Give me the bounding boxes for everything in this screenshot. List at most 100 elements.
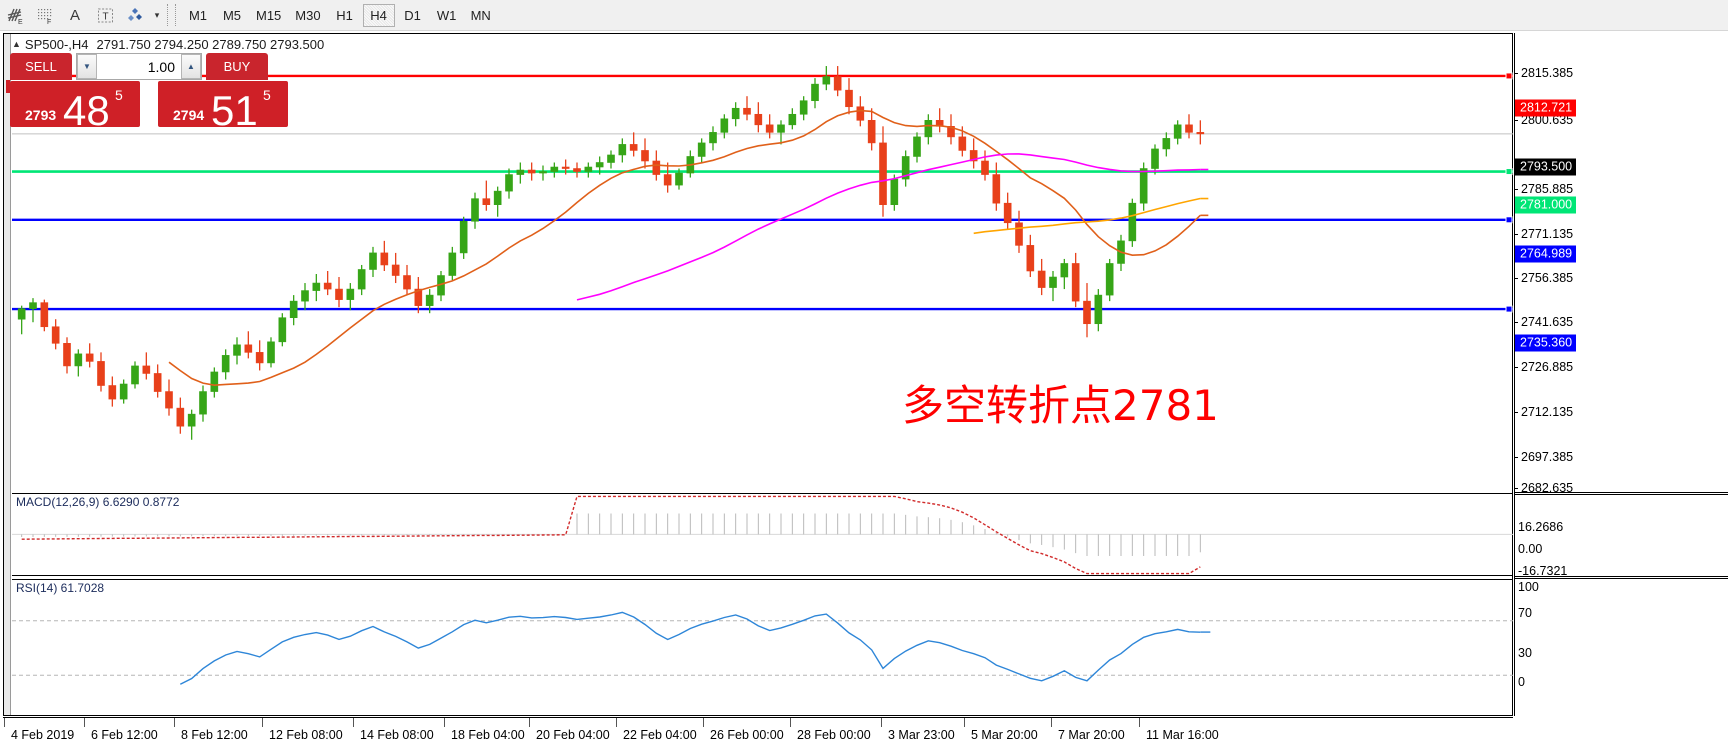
svg-text:F: F	[47, 19, 51, 25]
price-pane[interactable]	[12, 54, 1513, 491]
buy-price-fraction: 5	[263, 87, 271, 103]
timeframe-mn-button[interactable]: MN	[470, 7, 491, 23]
price-tick-label: 2697.385	[1521, 450, 1574, 464]
time-axis-label-text: 5 Mar 20:00	[971, 728, 1038, 742]
buy-price-display[interactable]: 2794 51 5	[158, 81, 288, 132]
price-tick-label: 2682.635	[1521, 481, 1574, 495]
pivot-level-tag[interactable]: 2781.000	[1515, 196, 1577, 214]
time-axis-label-text: 8 Feb 12:00	[181, 728, 248, 742]
sell-price-integer: 2793	[25, 107, 57, 123]
volume-increase-button[interactable]: ▲	[181, 54, 201, 79]
objects-icon[interactable]	[120, 1, 150, 30]
time-axis-label-text: 3 Mar 23:00	[888, 728, 955, 742]
macd-tick: -16.7321	[1514, 564, 1567, 578]
time-axis-label-text: 18 Feb 04:00	[451, 728, 525, 742]
last-price-tag[interactable]: 2793.500	[1515, 158, 1577, 176]
rsi-tick-label: 0	[1518, 675, 1525, 689]
macd-tick-label: 0.00	[1518, 542, 1543, 556]
sell-price-display[interactable]: 2793 48 5	[10, 81, 140, 132]
macd-tick-label: -16.7321	[1518, 564, 1568, 578]
objects-dropdown-arrow-icon[interactable]: ▾	[154, 9, 160, 20]
time-axis-label: 28 Feb 00:00	[790, 718, 871, 742]
time-axis-label: 3 Mar 23:00	[881, 718, 955, 742]
timeframe-h4-button[interactable]: H4	[362, 3, 395, 27]
symbol-info-bar: ▲ SP500-,H4 2791.750 2794.250 2789.750 2…	[12, 35, 324, 53]
price-tick-label: 2741.635	[1521, 315, 1574, 329]
support-level-1-tag[interactable]: 2764.989	[1515, 245, 1577, 263]
chart-annotation-text[interactable]: 多空转折点2781	[902, 381, 1219, 430]
price-scale[interactable]: 2815.385 2800.635 2785.885 2771.135 2756.385…	[1514, 33, 1728, 716]
time-axis-label: 8 Feb 12:00	[174, 718, 248, 742]
rsi-tick: 0	[1514, 675, 1525, 689]
time-axis-label: 22 Feb 04:00	[616, 718, 697, 742]
ohlc-quotes: 2791.750 2794.250 2789.750 2793.500	[96, 36, 325, 52]
time-axis[interactable]: 4 Feb 2019 6 Feb 12:00 8 Feb 12:00 12 Feb 0…	[3, 717, 1513, 752]
toolbar-divider	[167, 4, 176, 26]
indicators-icon[interactable]: E	[0, 1, 30, 30]
timeframe-m5-button[interactable]: M5	[222, 7, 242, 23]
timeframe-group: M1 M5 M15 M30 H1 H4 D1 W1 MN	[181, 3, 498, 27]
timeframe-m1-button[interactable]: M1	[188, 7, 208, 23]
price-tick-label: 2815.385	[1521, 66, 1574, 80]
chart-window[interactable]: ▲ SP500-,H4 2791.750 2794.250 2789.750 2…	[3, 33, 1513, 716]
price-tick: 2800.635	[1514, 113, 1573, 127]
volume-decrease-button[interactable]: ▼	[77, 54, 97, 79]
time-axis-label: 5 Mar 20:00	[964, 718, 1038, 742]
price-tick-label: 2785.885	[1521, 182, 1574, 196]
timeframe-m15-button[interactable]: M15	[256, 7, 282, 23]
rsi-tick-label: 100	[1518, 580, 1539, 594]
scale-separator-2b	[1514, 578, 1728, 579]
time-axis-label-text: 11 Mar 16:00	[1146, 728, 1219, 742]
time-axis-label-text: 22 Feb 04:00	[623, 728, 697, 742]
collapse-triangle-icon[interactable]: ▲	[12, 39, 21, 49]
one-click-trade-panel[interactable]: SELL ▼ 1.00 ▲ BUY 2793 48 5 2794 51 5	[6, 53, 288, 132]
timeframe-w1-button[interactable]: W1	[436, 7, 457, 23]
volume-input[interactable]: 1.00	[147, 58, 175, 75]
time-axis-label: 26 Feb 00:00	[703, 718, 784, 742]
timeframe-m30-button[interactable]: M30	[295, 7, 321, 23]
chart-left-margin	[4, 34, 11, 715]
macd-tick-label: 16.2686	[1518, 520, 1564, 534]
time-axis-label: 11 Mar 16:00	[1139, 718, 1219, 742]
scale-separator-1	[1514, 492, 1728, 493]
time-axis-label-text: 4 Feb 2019	[11, 728, 75, 742]
rsi-chart-svg	[12, 611, 1513, 685]
buy-price-integer: 2794	[173, 107, 205, 123]
time-axis-label-text: 7 Mar 20:00	[1058, 728, 1125, 742]
resistance-level-tag[interactable]: 2812.721	[1515, 99, 1577, 117]
support-level-2-tag[interactable]: 2735.360	[1515, 334, 1577, 352]
macd-pane[interactable]: MACD(12,26,9) 6.6290 0.8772	[12, 493, 1513, 576]
price-tick: 2785.885	[1514, 182, 1573, 196]
volume-stepper[interactable]: ▼ 1.00 ▲	[76, 53, 202, 80]
time-axis-label-text: 14 Feb 08:00	[360, 728, 434, 742]
price-tick: 2712.135	[1514, 405, 1573, 419]
buy-button[interactable]: BUY	[206, 53, 268, 80]
rsi-tick-label: 30	[1518, 646, 1532, 660]
sell-button[interactable]: SELL	[10, 53, 72, 80]
sell-price-fraction: 5	[115, 87, 123, 103]
time-axis-label: 6 Feb 12:00	[84, 718, 158, 742]
rsi-label: RSI(14) 61.7028	[16, 581, 105, 595]
trade-panel-tick-marker	[6, 80, 10, 93]
price-axis-line	[1514, 33, 1515, 716]
price-chart-svg	[12, 66, 1513, 440]
price-tick: 2815.385	[1514, 66, 1573, 80]
grid-icon[interactable]: F	[30, 1, 60, 30]
time-axis-label: 14 Feb 08:00	[353, 718, 434, 742]
symbol-label: SP500-,H4	[24, 36, 89, 52]
timeframe-h1-button[interactable]: H1	[336, 7, 353, 23]
text-tool-icon[interactable]: A	[69, 6, 80, 24]
price-tick-label: 2800.635	[1521, 113, 1574, 127]
price-tick: 2682.635	[1514, 481, 1573, 495]
rsi-pane[interactable]: RSI(14) 61.7028	[12, 579, 1513, 716]
time-axis-label-text: 6 Feb 12:00	[91, 728, 158, 742]
sell-price-pips: 48	[63, 87, 110, 134]
text-label-icon[interactable]: T	[90, 1, 120, 30]
timeframe-d1-button[interactable]: D1	[404, 7, 421, 23]
macd-tick: 16.2686	[1514, 520, 1563, 534]
price-tick: 2726.885	[1514, 360, 1573, 374]
price-tick: 2697.385	[1514, 450, 1573, 464]
svg-text:T: T	[102, 11, 108, 22]
time-axis-label-text: 20 Feb 04:00	[536, 728, 610, 742]
macd-chart-svg	[12, 495, 1513, 575]
